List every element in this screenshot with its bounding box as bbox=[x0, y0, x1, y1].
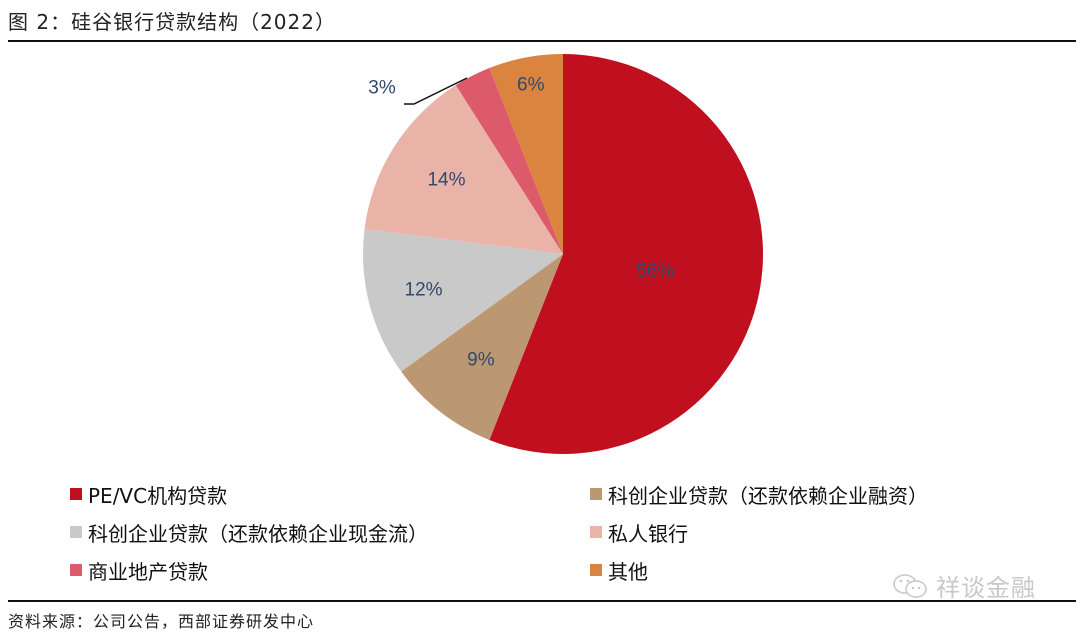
pie-slice bbox=[401, 254, 563, 440]
leader-line bbox=[404, 77, 468, 105]
slice-value-label: 12% bbox=[405, 279, 443, 300]
legend-label: 商业地产贷款 bbox=[88, 559, 208, 584]
pie-slices bbox=[363, 54, 763, 455]
legend-swatch bbox=[70, 526, 82, 538]
watermark: 祥谈金融 bbox=[892, 568, 1036, 603]
top-rule bbox=[8, 40, 1076, 42]
legend-swatch bbox=[590, 526, 602, 538]
legend-swatch bbox=[590, 564, 602, 576]
legend-swatch bbox=[70, 488, 82, 500]
legend-item-other: 其他 bbox=[590, 554, 1010, 586]
slice-value-label: 6% bbox=[517, 75, 545, 96]
pie-slice bbox=[489, 54, 563, 254]
pie-chart: 56% 9% 12% 14% 3% 6% bbox=[363, 54, 763, 455]
pie-slice bbox=[489, 54, 763, 455]
pie-slice bbox=[455, 68, 563, 254]
legend-label: PE/VC机构贷款 bbox=[88, 483, 228, 508]
legend-label: 科创企业贷款（还款依赖企业现金流） bbox=[88, 521, 428, 546]
watermark-text: 祥谈金融 bbox=[936, 574, 1036, 602]
legend-item-pevc: PE/VC机构贷款 bbox=[70, 478, 590, 510]
slice-value-label: 9% bbox=[467, 349, 495, 370]
legend-item-tech-financing: 科创企业贷款（还款依赖企业融资） bbox=[590, 478, 1010, 510]
bottom-rule bbox=[8, 600, 1076, 602]
figure-title: 图 2：硅谷银行贷款结构（2022） bbox=[8, 10, 336, 34]
slice-value-label: 3% bbox=[368, 78, 396, 99]
legend-item-tech-cashflow: 科创企业贷款（还款依赖企业现金流） bbox=[70, 516, 590, 548]
legend-item-commercial-re: 商业地产贷款 bbox=[70, 554, 590, 586]
pie-slice bbox=[363, 228, 563, 372]
pie-labels: 56% 9% 12% 14% 3% 6% bbox=[368, 75, 674, 371]
legend-swatch bbox=[70, 564, 82, 576]
slice-value-label: 56% bbox=[636, 261, 674, 282]
source-note: 资料来源：公司公告，西部证券研发中心 bbox=[8, 612, 315, 631]
legend: PE/VC机构贷款 科创企业贷款（还款依赖企业融资） 科创企业贷款（还款依赖企业… bbox=[70, 478, 1010, 586]
legend-swatch bbox=[590, 488, 602, 500]
legend-label: 私人银行 bbox=[608, 521, 688, 546]
slice-value-label: 14% bbox=[427, 170, 465, 191]
wechat-icon bbox=[893, 573, 927, 598]
legend-label: 科创企业贷款（还款依赖企业融资） bbox=[608, 483, 928, 508]
legend-item-private-bank: 私人银行 bbox=[590, 516, 1010, 548]
legend-label: 其他 bbox=[608, 559, 648, 584]
pie-slice bbox=[364, 85, 563, 254]
